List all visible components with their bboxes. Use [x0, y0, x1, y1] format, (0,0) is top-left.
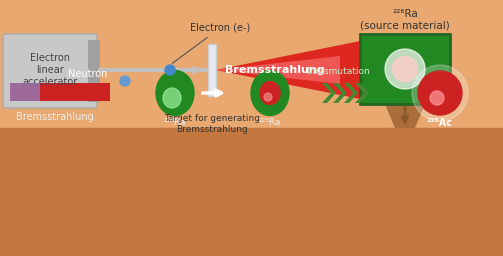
Text: ²²⁶Ra: ²²⁶Ra	[164, 118, 186, 127]
Circle shape	[412, 65, 468, 121]
Text: Electron
linear
accelerator: Electron linear accelerator	[22, 52, 77, 87]
Text: Neutron: Neutron	[67, 69, 107, 79]
Polygon shape	[216, 56, 340, 84]
Bar	[360, 34, 450, 104]
FancyBboxPatch shape	[3, 34, 97, 108]
Text: Bremsstrahlung: Bremsstrahlung	[16, 112, 94, 122]
Polygon shape	[385, 104, 425, 128]
Ellipse shape	[392, 57, 417, 81]
Bar	[208, 44, 216, 96]
Text: ²²⁵Ac: ²²⁵Ac	[427, 118, 453, 128]
Ellipse shape	[264, 93, 272, 101]
Text: ²²⁶Ra
(source material): ²²⁶Ra (source material)	[360, 9, 450, 31]
Bar	[10, 83, 40, 101]
Bar	[88, 40, 100, 102]
Ellipse shape	[385, 49, 425, 89]
Bar	[10, 83, 110, 101]
Ellipse shape	[251, 70, 289, 115]
Circle shape	[120, 76, 130, 86]
Text: Transmutation: Transmutation	[305, 67, 369, 76]
Ellipse shape	[163, 88, 181, 108]
Polygon shape	[355, 83, 369, 103]
Ellipse shape	[156, 70, 194, 115]
Text: ²²⁵Ra: ²²⁵Ra	[259, 118, 281, 127]
Ellipse shape	[260, 81, 280, 104]
Text: Bremsstrahlung: Bremsstrahlung	[225, 65, 325, 75]
Ellipse shape	[430, 91, 444, 105]
Text: Electron (e-): Electron (e-)	[172, 23, 250, 63]
Bar	[0, 128, 503, 256]
Text: Target for generating
Bremsstrahlung: Target for generating Bremsstrahlung	[164, 114, 260, 134]
Bar	[0, 0, 503, 128]
Polygon shape	[333, 83, 347, 103]
Circle shape	[165, 65, 175, 75]
Circle shape	[418, 71, 462, 115]
Polygon shape	[344, 83, 358, 103]
Polygon shape	[216, 41, 360, 99]
Polygon shape	[322, 83, 336, 103]
